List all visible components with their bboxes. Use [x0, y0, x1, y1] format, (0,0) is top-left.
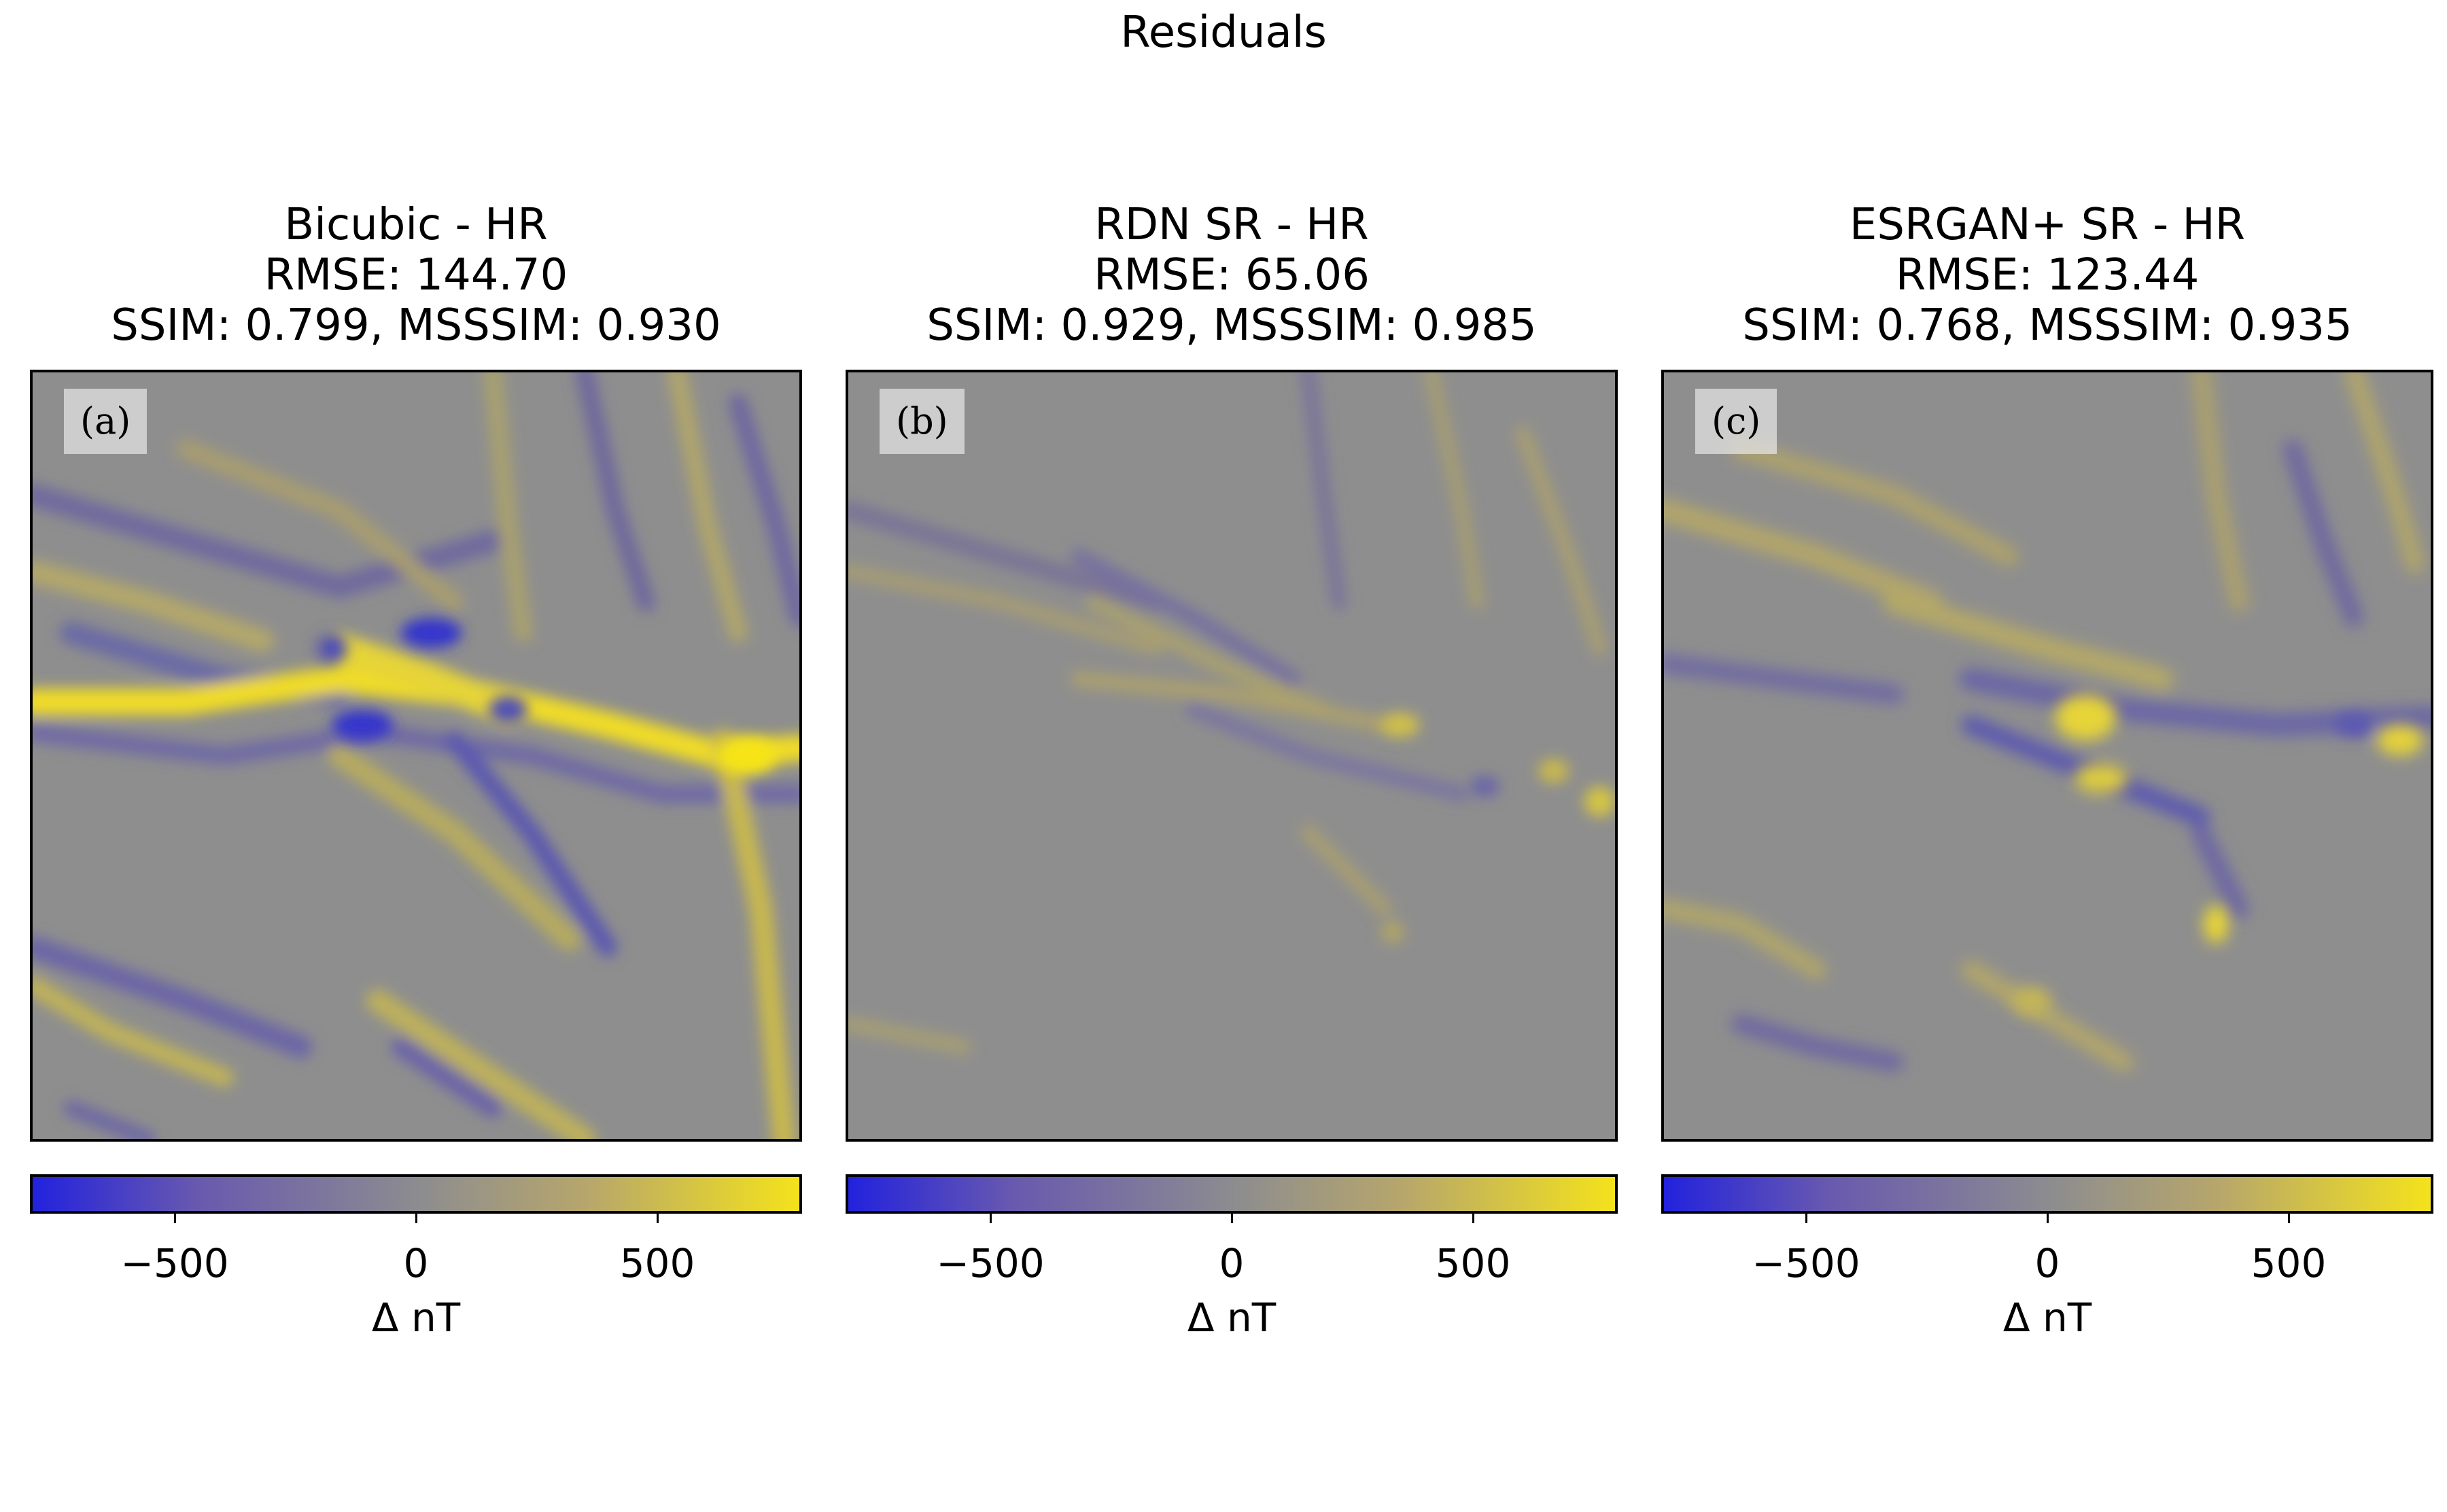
colorbar-c	[1661, 1174, 2433, 1214]
heatmap-panel-c: (c)	[1661, 370, 2433, 1142]
colorbar-a-tick-label: 0	[403, 1240, 429, 1286]
residual-streak	[1300, 372, 1347, 610]
residual-streak	[1515, 425, 1608, 656]
residual-blob	[2377, 724, 2423, 756]
colorbar-c-label: Δ nT	[2002, 1295, 2092, 1341]
residual-streak	[2191, 822, 2249, 919]
heatmap-c-svg	[1664, 372, 2431, 1139]
panel-c-title: ESRGAN+ SR - HR RMSE: 123.44 SSIM: 0.768…	[1572, 200, 2447, 351]
colorbar-b-tick	[1472, 1214, 1474, 1223]
colorbar-c-tick-label: 500	[2251, 1240, 2327, 1286]
residual-streak	[848, 564, 1163, 656]
panel-b-title-line: RDN SR - HR	[1094, 200, 1369, 250]
colorbar-b	[846, 1174, 1618, 1214]
residual-streak	[848, 1016, 971, 1055]
colorbar-b-label: Δ nT	[1187, 1295, 1277, 1341]
residual-streak	[1664, 899, 1827, 980]
panel-c-rmse: RMSE: 123.44	[1895, 250, 2200, 300]
residual-streak	[33, 976, 235, 1087]
residual-blob	[2335, 713, 2374, 737]
residual-blob	[2074, 763, 2128, 794]
residual-streak	[1071, 548, 1301, 687]
residual-streak	[33, 936, 313, 1059]
residual-blob	[316, 633, 347, 664]
residual-streak	[328, 744, 581, 951]
panel-a-rmse: RMSE: 144.70	[264, 250, 568, 300]
panel-b-label: (b)	[880, 389, 965, 454]
colorbar-a-tick	[173, 1214, 176, 1223]
colorbar-c-tick	[2046, 1214, 2049, 1223]
colorbar-a	[30, 1174, 802, 1214]
residual-blob	[1469, 775, 1500, 797]
residual-blob	[2204, 904, 2229, 944]
colorbar-b-tick-label: −500	[936, 1240, 1045, 1286]
colorbar-a-tick-label: −500	[120, 1240, 229, 1286]
colorbar-b-tick	[989, 1214, 992, 1223]
residual-blob	[1538, 758, 1569, 784]
panel-b-rmse: RMSE: 65.06	[1094, 250, 1370, 300]
colorbar-a-tick-label: 500	[619, 1240, 695, 1286]
residual-streak	[2283, 439, 2364, 628]
residual-streak	[366, 989, 597, 1139]
colorbar-b-tick-label: 0	[1219, 1240, 1245, 1286]
colorbar-a-tick	[656, 1214, 659, 1223]
residual-streak	[1664, 499, 1944, 614]
colorbar-b-tick-label: 500	[1435, 1240, 1511, 1286]
residual-streak	[728, 393, 799, 628]
residual-streak	[1300, 824, 1393, 917]
colorbar-c-tick	[1805, 1214, 1807, 1223]
residual-streak	[33, 560, 275, 652]
heatmap-panel-b: (b)	[846, 370, 1618, 1142]
residual-blob	[400, 617, 462, 649]
panel-c-title-line: ESRGAN+ SR - HR	[1849, 200, 2246, 250]
colorbar-a-label: Δ nT	[371, 1295, 461, 1341]
residual-blob	[1381, 712, 1420, 737]
figure-title: Residuals	[1120, 7, 1327, 58]
residual-blob	[331, 709, 394, 741]
panel-c-ssim: SSIM: 0.768, MSSSIM: 0.935	[1742, 300, 2353, 351]
panel-a-title-line: Bicubic - HR	[284, 200, 548, 250]
panel-a-label: (a)	[64, 389, 147, 454]
residual-streak	[848, 500, 1165, 612]
residual-streak	[667, 372, 748, 643]
residual-streak	[711, 728, 796, 1139]
residual-blob	[1381, 920, 1404, 944]
colorbar-c-tick-label: −500	[1752, 1240, 1860, 1286]
residual-streak	[176, 439, 464, 612]
heatmap-panel-a: (a)	[30, 370, 802, 1142]
residual-streak	[1664, 654, 1904, 704]
residual-blob	[489, 696, 527, 724]
residual-blob	[1584, 786, 1615, 817]
residual-streak	[1731, 439, 2019, 566]
residual-streak	[1185, 702, 1470, 802]
colorbar-c-tick-label: 0	[2034, 1240, 2060, 1286]
panel-b-title: RDN SR - HR RMSE: 65.06 SSIM: 0.929, MSS…	[756, 200, 1707, 351]
colorbar-c-tick	[2287, 1214, 2290, 1223]
panel-a-title: Bicubic - HR RMSE: 144.70 SSIM: 0.799, M…	[0, 200, 892, 351]
residual-blob	[714, 736, 777, 775]
residual-streak	[2191, 372, 2249, 612]
heatmap-b-svg	[848, 372, 1615, 1139]
residual-streak	[1071, 671, 1393, 733]
residual-streak	[445, 731, 618, 957]
heatmap-a-svg	[33, 372, 799, 1139]
residual-streak	[324, 633, 523, 725]
residual-streak	[1423, 372, 1485, 610]
panel-b-ssim: SSIM: 0.929, MSSSIM: 0.985	[926, 300, 1537, 351]
colorbar-b-tick	[1230, 1214, 1233, 1223]
panel-c-label: (c)	[1695, 389, 1777, 454]
residual-streak	[1882, 591, 2174, 691]
residual-streak	[63, 1100, 156, 1139]
residual-blob	[2013, 987, 2051, 1015]
residual-streak	[483, 372, 534, 643]
residual-blob	[2055, 694, 2117, 741]
panel-a-ssim: SSIM: 0.799, MSSSIM: 0.930	[111, 300, 721, 351]
residual-streak	[2344, 372, 2425, 574]
residual-streak	[1086, 595, 1332, 718]
colorbar-a-tick	[415, 1214, 417, 1223]
residual-streak	[1731, 1014, 1904, 1072]
residual-streak	[575, 372, 656, 612]
residual-streak	[1961, 960, 2134, 1072]
residual-streak	[391, 1037, 502, 1118]
